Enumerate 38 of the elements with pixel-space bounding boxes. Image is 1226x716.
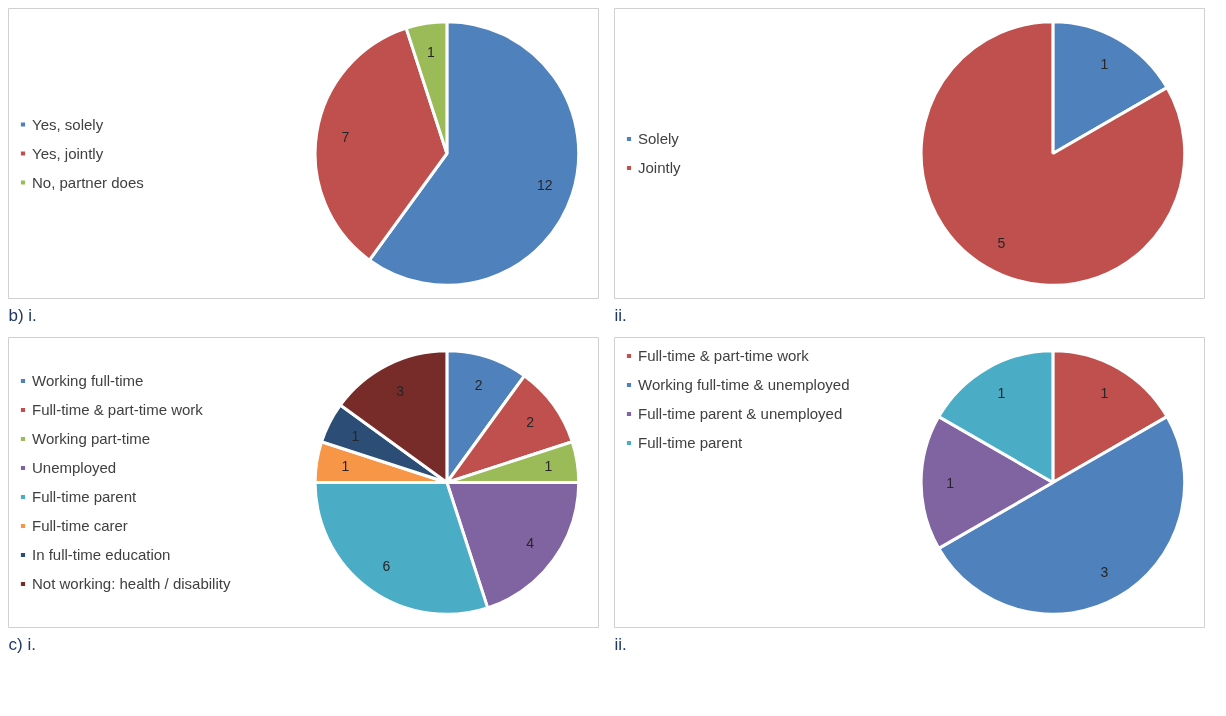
legend-label: In full-time education (32, 546, 171, 563)
data-label: 1 (341, 458, 350, 475)
legend-label: Yes, solely (32, 115, 104, 133)
data-label: 2 (474, 376, 483, 393)
legend-label: Full-time parent (638, 434, 743, 451)
data-label: 1 (426, 43, 435, 60)
legend-label: Full-time parent & unemployed (638, 405, 843, 422)
legend-label: No, partner does (32, 173, 144, 191)
data-label: 5 (997, 234, 1006, 251)
legend-label: Yes, jointly (32, 144, 104, 162)
data-label: 1 (544, 458, 553, 475)
legend-label: Unemployed (32, 459, 117, 476)
legend-label: Not working: health / disability (32, 575, 231, 592)
text: ii. (614, 305, 627, 325)
data-label: 1 (1100, 56, 1109, 73)
legend-label: Full-time parent (32, 488, 137, 505)
legend-label: Full-time carer (32, 517, 128, 534)
data-label: 1 (351, 427, 360, 444)
legend-label: Full-time & part-time work (32, 401, 203, 418)
text: c) i. (8, 634, 36, 654)
data-label: 7 (341, 129, 350, 146)
legend-label: Working full-time & unemployed (638, 376, 850, 393)
data-label: 1 (1100, 385, 1109, 402)
text: ii. (614, 634, 627, 654)
data-label: 4 (526, 534, 535, 551)
legend-label: Working part-time (32, 430, 151, 447)
data-label: 3 (396, 382, 405, 399)
legend-label: Solely (638, 130, 679, 147)
data-label: 12 (536, 177, 553, 194)
data-label: 6 (382, 557, 391, 574)
legend-label: Full-time & part-time work (638, 347, 809, 364)
text: b) i. (8, 305, 37, 325)
data-label: 1 (946, 474, 955, 491)
data-label: 3 (1100, 563, 1109, 580)
legend-label: Working full-time (32, 372, 144, 389)
data-label: 2 (526, 414, 535, 431)
legend-label: Jointly (638, 159, 681, 176)
data-label: 1 (997, 385, 1006, 402)
